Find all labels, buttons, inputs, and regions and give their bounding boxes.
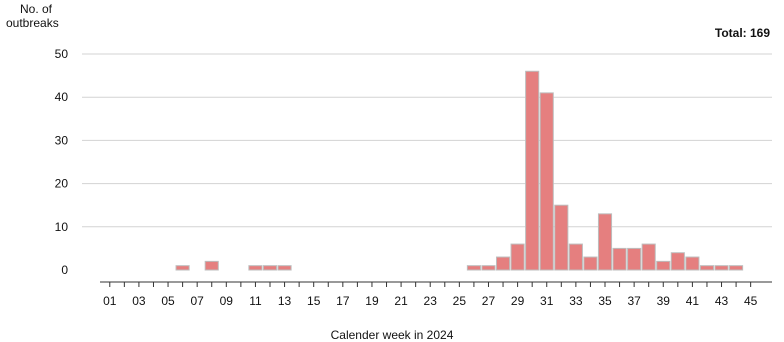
- bar-week-12: [262, 265, 278, 271]
- x-tick-label: 09: [220, 294, 234, 308]
- y-tick-label: 10: [55, 220, 69, 234]
- bar-week-38: [641, 243, 656, 271]
- x-tick-label: 11: [249, 294, 262, 308]
- x-tick-label: 13: [278, 294, 292, 308]
- bar-week-42: [699, 265, 715, 271]
- bar-week-31: [539, 92, 554, 271]
- bar-week-28: [495, 256, 511, 271]
- x-tick-label: 17: [336, 294, 350, 308]
- bar-week-13: [277, 265, 292, 271]
- x-tick-label: 39: [657, 294, 671, 308]
- x-tick-label: 45: [744, 294, 758, 308]
- bar-week-33: [568, 243, 583, 271]
- bar-week-11: [248, 265, 263, 271]
- x-tick-label: 15: [307, 294, 321, 308]
- x-tick-label: 05: [161, 294, 175, 308]
- x-axis-ticks: 01 03 05 07 09 11 13 15 17 19 21 23 25 27 29 31 33 35 37 39…: [103, 282, 758, 308]
- y-tick-label: 50: [55, 47, 69, 61]
- bar-week-08: [204, 260, 219, 271]
- bar-week-34: [583, 256, 598, 271]
- bar-week-40: [670, 252, 685, 271]
- bar-week-36: [612, 247, 627, 271]
- bar-week-43: [714, 265, 729, 271]
- x-tick-label: 23: [424, 294, 438, 308]
- y-axis-ticks: 0 10 20 30 40 50: [55, 47, 69, 277]
- x-tick-label: 41: [686, 294, 700, 308]
- x-axis-title: Calender week in 2024: [330, 328, 454, 342]
- x-tick-label: 43: [715, 294, 729, 308]
- y-tick-label: 30: [55, 133, 69, 147]
- bar-week-29: [510, 243, 525, 271]
- x-tick-label: 27: [482, 294, 496, 308]
- x-tick-label: 37: [627, 294, 641, 308]
- bar-week-44: [729, 265, 744, 271]
- y-tick-label: 20: [55, 177, 69, 191]
- x-tick-label: 21: [394, 294, 408, 308]
- bar-week-41: [685, 256, 700, 271]
- x-tick-label: 03: [132, 294, 146, 308]
- x-tick-label: 07: [190, 294, 204, 308]
- y-axis-title: No. of outbreaks: [6, 2, 59, 30]
- bar-week-39: [656, 260, 671, 271]
- bar-week-32: [554, 204, 569, 271]
- bar-week-37: [627, 247, 642, 271]
- x-tick-label: 19: [365, 294, 379, 308]
- bar-week-06: [175, 265, 190, 271]
- bar-week-30: [525, 70, 540, 271]
- gridlines: [82, 53, 772, 228]
- x-tick-label: 25: [453, 294, 467, 308]
- x-tick-label: 35: [598, 294, 612, 308]
- x-tick-label: 29: [511, 294, 525, 308]
- x-tick-label: 01: [103, 294, 117, 308]
- x-tick-label: 31: [540, 294, 554, 308]
- bar-week-26: [466, 265, 481, 271]
- bars: [175, 70, 744, 271]
- y-tick-label: 40: [55, 90, 69, 104]
- x-tick-label: 33: [569, 294, 583, 308]
- y-tick-label: 0: [61, 263, 68, 277]
- bar-week-27: [481, 265, 496, 271]
- total-annotation: Total: 169: [714, 26, 770, 40]
- bar-week-35: [597, 213, 613, 271]
